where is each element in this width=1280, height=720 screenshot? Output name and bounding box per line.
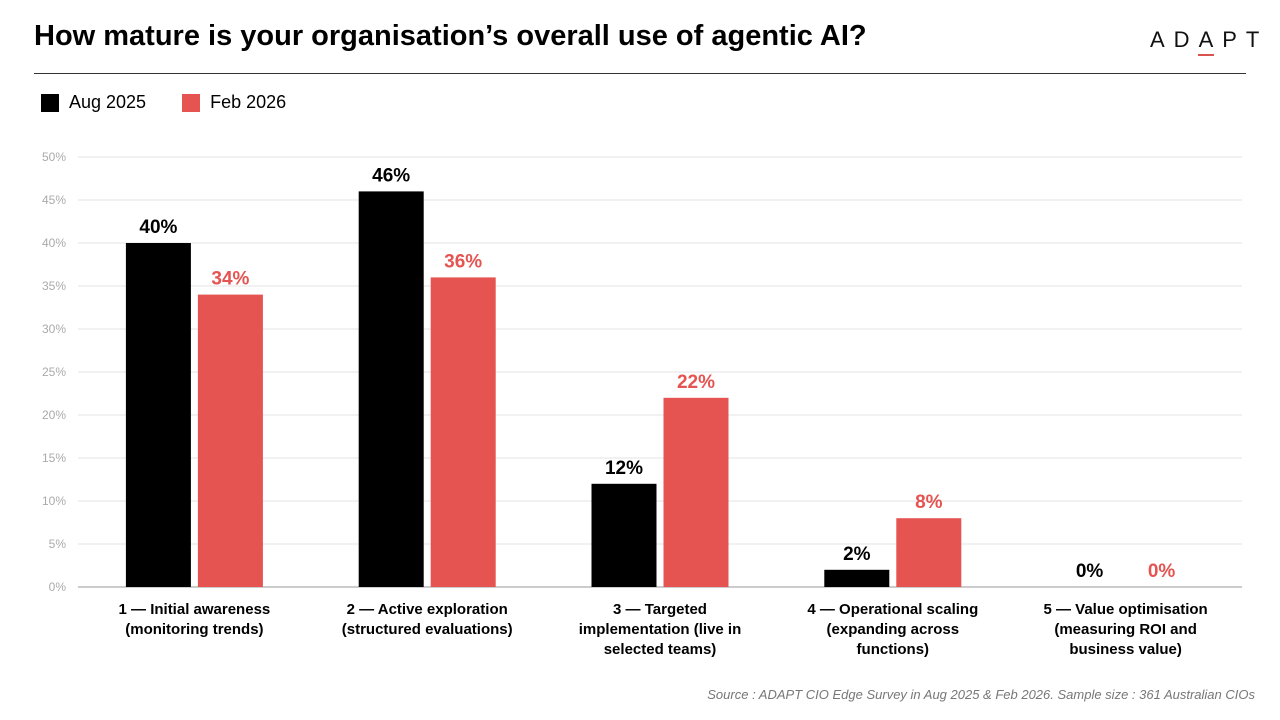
y-tick-label: 15%	[42, 451, 66, 465]
bar-aug-2025	[358, 191, 424, 587]
x-tick-label: (structured evaluations)	[342, 621, 513, 638]
legend-label: Feb 2026	[210, 92, 287, 112]
x-tick-label: 4 — Operational scaling	[807, 601, 978, 618]
bar-feb-2026	[663, 397, 729, 587]
bar-aug-2025	[591, 483, 657, 587]
data-label: 40%	[139, 217, 177, 238]
y-tick-label: 25%	[42, 365, 66, 379]
chart-title: How mature is your organisation’s overal…	[34, 20, 867, 52]
x-tick-label: functions)	[857, 641, 930, 658]
data-label: 12%	[605, 458, 643, 479]
legend-swatch-aug-2025	[41, 93, 59, 112]
source-note: Source : ADAPT CIO Edge Survey in Aug 20…	[707, 687, 1255, 702]
y-tick-label: 40%	[42, 236, 66, 250]
legend-item-aug-2025: Aug 2025	[41, 92, 146, 113]
y-tick-label: 30%	[42, 322, 66, 336]
y-tick-label: 0%	[49, 580, 67, 594]
data-label: 46%	[372, 165, 410, 186]
y-tick-label: 10%	[42, 494, 66, 508]
x-tick-label: (monitoring trends)	[125, 621, 263, 638]
data-label: 0%	[1076, 561, 1104, 582]
data-label: 36%	[444, 251, 482, 272]
data-label: 22%	[677, 372, 715, 393]
bar-feb-2026	[896, 518, 962, 587]
y-tick-label: 35%	[42, 279, 66, 293]
y-tick-label: 5%	[49, 537, 67, 551]
data-label: 0%	[1148, 561, 1176, 582]
adapt-logo: ADAPT	[1150, 27, 1269, 56]
x-tick-label: implementation (live in	[579, 621, 742, 638]
title-divider	[34, 73, 1246, 74]
x-tick-label: (measuring ROI and	[1054, 621, 1197, 638]
x-tick-label: 3 — Targeted	[613, 601, 707, 618]
bar-aug-2025	[125, 243, 191, 587]
x-tick-label: business value)	[1069, 641, 1182, 658]
x-tick-label: 1 — Initial awareness	[119, 601, 271, 618]
x-tick-label: 2 — Active exploration	[347, 601, 508, 618]
y-tick-label: 45%	[42, 193, 66, 207]
legend-swatch-feb-2026	[182, 93, 201, 112]
data-label: 34%	[211, 269, 249, 290]
legend-label: Aug 2025	[69, 92, 147, 112]
bar-feb-2026	[197, 294, 263, 587]
bar-feb-2026	[430, 277, 496, 587]
y-tick-label: 50%	[42, 150, 66, 164]
x-tick-label: selected teams)	[604, 641, 717, 658]
bar-aug-2025	[824, 569, 890, 587]
data-label: 2%	[843, 544, 871, 565]
legend-item-feb-2026: Feb 2026	[182, 92, 286, 113]
x-tick-label: (expanding across	[827, 621, 960, 638]
data-label: 8%	[915, 492, 943, 513]
legend: Aug 2025 Feb 2026	[41, 92, 286, 113]
x-tick-label: 5 — Value optimisation	[1043, 601, 1207, 618]
y-tick-label: 20%	[42, 408, 66, 422]
